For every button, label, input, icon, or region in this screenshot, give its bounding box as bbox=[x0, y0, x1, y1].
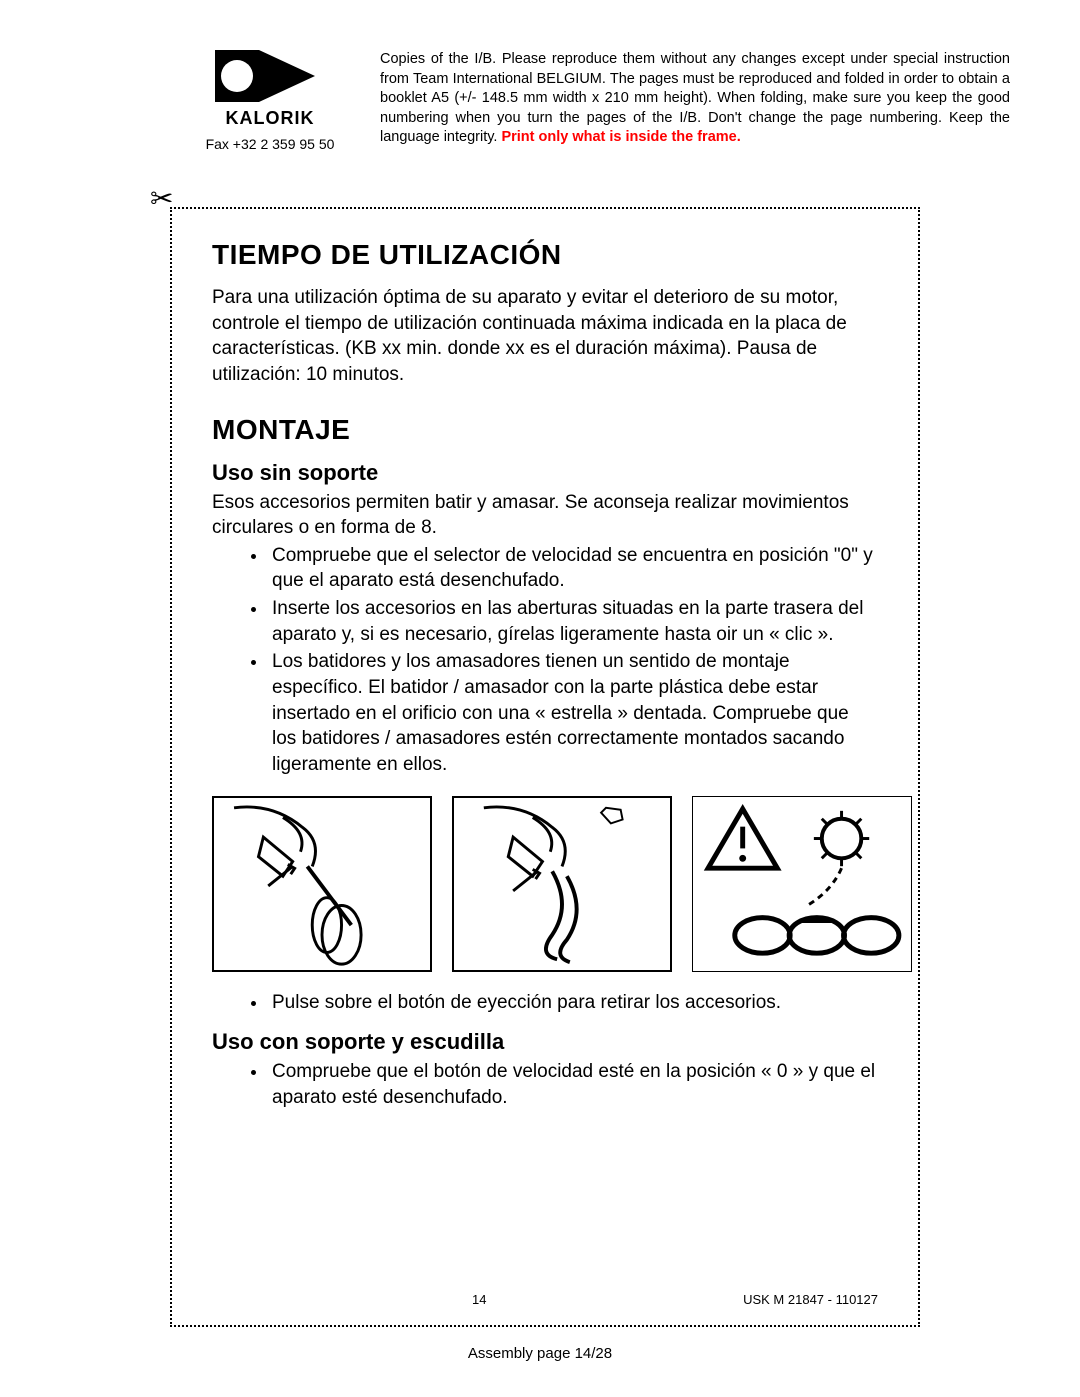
illustration-beater-insert bbox=[212, 796, 432, 972]
assembly-footer: Assembly page 14/28 bbox=[60, 1345, 1020, 1362]
header-notice: Copies of the I/B. Please reproduce them… bbox=[380, 50, 1020, 148]
illustration-row bbox=[212, 796, 878, 972]
notice-red: Print only what is inside the frame. bbox=[501, 129, 740, 145]
fax-number: Fax +32 2 359 95 50 bbox=[206, 136, 335, 152]
kalorik-logo: KALORIK bbox=[215, 50, 325, 130]
list-item: Compruebe que el selector de velocidad s… bbox=[268, 543, 878, 594]
sub2-title: Uso con soporte y escudilla bbox=[212, 1029, 878, 1055]
svg-text:KALORIK: KALORIK bbox=[226, 108, 315, 128]
sub1-title: Uso sin soporte bbox=[212, 460, 878, 486]
content-frame: TIEMPO DE UTILIZACIÓN Para una utilizaci… bbox=[170, 207, 920, 1327]
section1-title: TIEMPO DE UTILIZACIÓN bbox=[212, 239, 878, 271]
section1-body: Para una utilización óptima de su aparat… bbox=[212, 285, 878, 388]
sub2-bullets: Compruebe que el botón de velocidad esté… bbox=[268, 1059, 878, 1110]
inner-footer: 14 USK M 21847 - 110127 bbox=[212, 1292, 878, 1307]
list-item: Inserte los accesorios en las aberturas … bbox=[268, 596, 878, 647]
illustration-warning-star bbox=[692, 796, 912, 972]
illustration-hook-insert bbox=[452, 796, 672, 972]
list-item: Pulse sobre el botón de eyección para re… bbox=[268, 990, 878, 1016]
logo-column: KALORIK Fax +32 2 359 95 50 bbox=[190, 50, 350, 152]
list-item: Los batidores y los amasadores tienen un… bbox=[268, 649, 878, 777]
header-row: KALORIK Fax +32 2 359 95 50 Copies of th… bbox=[190, 50, 1020, 152]
doc-ref: USK M 21847 - 110127 bbox=[743, 1292, 878, 1307]
page-number: 14 bbox=[472, 1292, 486, 1307]
sub1-bullets: Compruebe que el selector de velocidad s… bbox=[268, 543, 878, 778]
list-item: Compruebe que el botón de velocidad esté… bbox=[268, 1059, 878, 1110]
section2-title: MONTAJE bbox=[212, 414, 878, 446]
scissors-icon: ✂ bbox=[150, 182, 1020, 215]
sub1-bullets-after: Pulse sobre el botón de eyección para re… bbox=[268, 990, 878, 1016]
sub1-intro: Esos accesorios permiten batir y amasar.… bbox=[212, 490, 878, 541]
